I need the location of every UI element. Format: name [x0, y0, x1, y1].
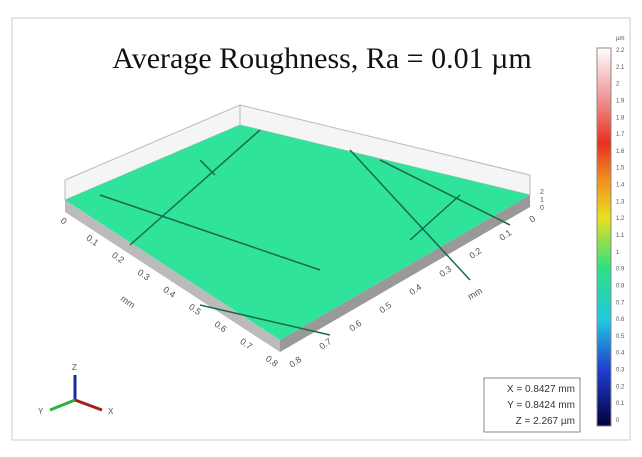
colorbar-tick: 0.9 — [616, 267, 625, 273]
readout-line: Z = 2.267 µm — [516, 416, 575, 427]
triad — [49, 375, 103, 412]
colorbar-tick: 1.1 — [616, 233, 625, 239]
readout-line: X = 0.8427 mm — [507, 384, 575, 395]
colorbar-tick: 2 — [616, 82, 620, 88]
readout-line: Y = 0.8424 mm — [507, 400, 575, 411]
tick-label: 2 — [540, 189, 544, 196]
tick-label: 0 — [540, 205, 544, 212]
colorbar-tick: 1.6 — [616, 149, 625, 155]
colorbar-tick: 0.2 — [616, 384, 625, 390]
triad-label: X — [108, 407, 114, 416]
scratches — [99, 129, 511, 336]
colorbar-tick: 0.8 — [616, 283, 625, 289]
colorbar-tick: 1 — [616, 250, 620, 256]
colorbar-tick: 2.1 — [616, 65, 625, 71]
colorbar-tick: 0.4 — [616, 351, 625, 357]
colorbar-tick: 1.9 — [616, 98, 625, 104]
colorbar-unit: µm — [616, 36, 624, 42]
colorbar-tick: 0.6 — [616, 317, 625, 323]
tick-label: 0 — [59, 215, 69, 226]
colorbar-tick: 0 — [616, 418, 620, 424]
triad-label: Z — [72, 363, 77, 372]
side-face — [65, 200, 280, 352]
colorbar-tick: 0.7 — [616, 300, 625, 306]
colorbar-tick: 0.3 — [616, 368, 625, 374]
colorbar-tick: 1.3 — [616, 199, 625, 205]
colorbar-tick: 1.4 — [616, 183, 625, 189]
tick-label: 0 — [527, 214, 537, 225]
colorbar — [596, 47, 612, 427]
side-face — [280, 195, 530, 352]
colorbar-tick: 2.2 — [616, 48, 625, 54]
tick-label: 1 — [540, 197, 544, 204]
colorbar-tick: 0.5 — [616, 334, 625, 340]
colorbar-tick: 1.2 — [616, 216, 625, 222]
colorbar-tick: 0.1 — [616, 401, 625, 407]
title: Average Roughness, Ra = 0.01 µm — [112, 42, 531, 75]
colorbar-tick: 1.5 — [616, 166, 625, 172]
colorbar-tick: 1.7 — [616, 132, 625, 138]
triad-label: Y — [38, 407, 44, 416]
surface — [65, 125, 530, 340]
colorbar-tick: 1.8 — [616, 115, 625, 121]
readout-box — [483, 377, 581, 433]
